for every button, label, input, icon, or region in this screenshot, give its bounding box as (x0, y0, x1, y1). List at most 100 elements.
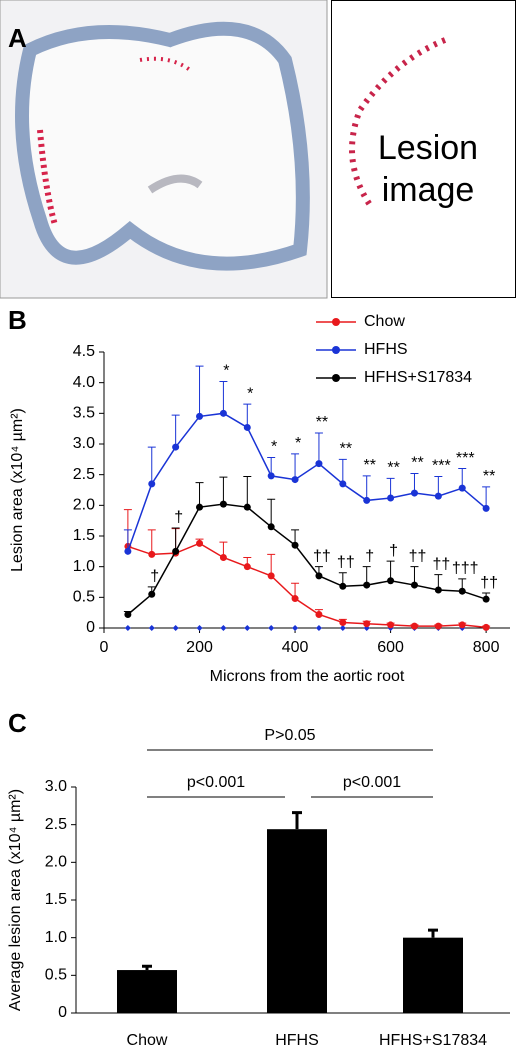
significance-mark: † (150, 568, 159, 585)
baseline-marker (196, 625, 203, 631)
y-tick-label: 1.0 (73, 558, 95, 575)
data-point (124, 547, 132, 555)
image-annotation: image (382, 171, 475, 209)
data-point (434, 492, 442, 500)
error-bar (147, 446, 156, 484)
error-bar (428, 928, 438, 938)
baseline-marker (339, 625, 346, 631)
error-bar (243, 476, 252, 508)
data-point (434, 622, 442, 630)
y-tick-label: 4.5 (73, 343, 95, 360)
data-point (291, 476, 299, 484)
data-point (243, 563, 251, 571)
data-point (196, 539, 204, 547)
error-bar (291, 453, 300, 480)
legend-label: HFHS+S17834 (364, 369, 472, 386)
baseline-marker (172, 625, 179, 631)
panel-label: B (8, 305, 27, 335)
data-point (291, 541, 299, 549)
data-point (339, 582, 347, 590)
error-bar (171, 527, 180, 552)
comparison-label: p<0.001 (187, 774, 245, 791)
y-axis-label: Average lesion area (x10⁴ µm²) (7, 789, 24, 1011)
series-line (127, 542, 487, 629)
legend-marker (332, 374, 340, 382)
x-tick-label: 400 (282, 639, 309, 656)
significance-mark: ** (387, 460, 399, 477)
legend-label: Chow (364, 313, 405, 330)
x-tick-label: 800 (473, 639, 500, 656)
data-point (410, 581, 418, 589)
data-point (434, 586, 442, 594)
significance-mark: †† (337, 554, 355, 571)
image-annotation: Lesion (378, 129, 478, 167)
data-point (482, 623, 490, 631)
error-bar (292, 811, 302, 830)
error-bar (362, 475, 371, 501)
error-bar (338, 458, 347, 484)
y-tick-label: 4.0 (73, 374, 95, 391)
significance-mark: * (247, 385, 253, 402)
significance-mark: †† (313, 548, 331, 565)
series-line (127, 412, 487, 552)
legend-marker (332, 346, 340, 354)
x-axis-label: Microns from the aortic root (210, 668, 405, 685)
series-line (127, 503, 487, 616)
y-tick-label: 1.5 (45, 891, 67, 908)
baseline-marker (315, 625, 322, 631)
baseline-marker (268, 625, 275, 631)
y-tick-label: 2.5 (45, 816, 67, 833)
data-point (243, 423, 251, 431)
error-bar (243, 403, 252, 428)
x-tick-label: 200 (186, 639, 213, 656)
legend-marker (332, 318, 340, 326)
error-bar (195, 482, 204, 508)
data-point (267, 523, 275, 531)
y-tick-label: 2.0 (45, 854, 67, 871)
data-point (196, 412, 204, 420)
y-tick-label: 3.0 (45, 778, 67, 795)
data-point (219, 553, 227, 561)
y-tick-label: 2.5 (73, 466, 95, 483)
data-point (339, 480, 347, 488)
data-point (410, 622, 418, 630)
y-tick-label: 0 (86, 619, 95, 636)
data-point (219, 500, 227, 508)
significance-mark: ††† (452, 560, 479, 577)
data-point (243, 503, 251, 511)
y-tick-label: 3.5 (73, 405, 95, 422)
error-bar (171, 414, 180, 448)
bar (403, 937, 463, 1013)
data-point (339, 618, 347, 626)
bar (267, 829, 327, 1013)
data-point (315, 460, 323, 468)
panel-label: A (8, 23, 27, 53)
data-point (363, 496, 371, 504)
data-point (148, 480, 156, 488)
data-point (148, 550, 156, 558)
baseline-marker (244, 625, 251, 631)
y-tick-label: 1.5 (73, 527, 95, 544)
data-point (458, 621, 466, 629)
data-point (482, 595, 490, 603)
significance-mark: * (223, 363, 229, 380)
error-bar (195, 365, 204, 417)
y-tick-label: 3.0 (73, 435, 95, 452)
error-bar (123, 529, 132, 552)
significance-mark: ** (316, 414, 328, 431)
x-tick-label: 0 (100, 639, 109, 656)
significance-mark: ** (483, 468, 495, 485)
significance-mark: *** (432, 458, 451, 475)
data-point (315, 611, 323, 619)
data-point (196, 503, 204, 511)
x-tick-label: 600 (377, 639, 404, 656)
y-tick-label: 2.0 (73, 497, 95, 514)
data-point (387, 621, 395, 629)
significance-mark: †† (409, 548, 427, 565)
x-tick-label: Chow (127, 1032, 168, 1048)
data-point (363, 620, 371, 628)
panel-label: C (8, 708, 27, 738)
data-point (267, 572, 275, 580)
x-tick-label: HFHS+S17834 (379, 1032, 487, 1048)
